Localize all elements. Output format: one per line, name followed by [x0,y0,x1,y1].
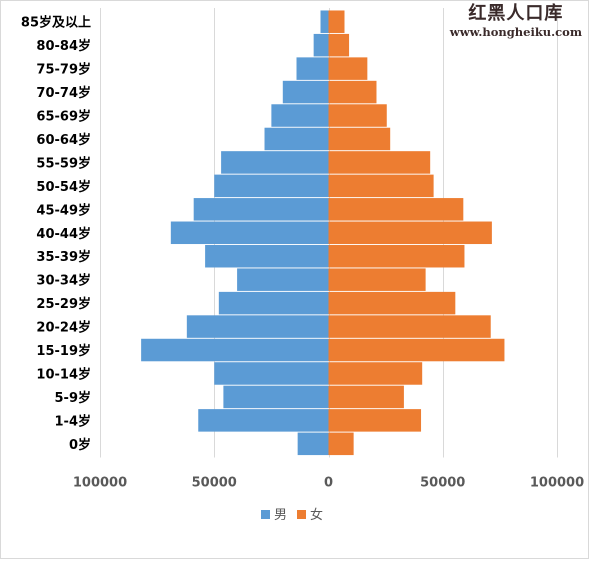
bar-female-8 [328,198,464,221]
bar-male-2 [296,57,329,80]
watermark-logo: 红黑人口库 www.hongheiku.com [450,3,582,39]
bar-male-1 [313,33,329,57]
bar-female-4 [328,104,387,127]
category-label-8: 45-49岁 [36,202,91,218]
bar-male-11 [237,268,329,291]
category-label-18: 0岁 [69,437,91,453]
category-label-16: 5-9岁 [55,390,92,406]
bar-male-5 [264,127,329,151]
bar-male-4 [271,104,329,127]
category-label-2: 75-79岁 [36,62,91,78]
bar-female-15 [328,362,423,385]
category-label-14: 15-19岁 [36,343,91,359]
x-tick-label-4: 100000 [530,476,584,491]
category-labels: 85岁及以上 80-84岁 75-79岁 70-74岁 65-69岁 60-64岁 55-5… [21,15,91,453]
category-label-4: 65-69岁 [36,109,91,125]
bar-female-9 [328,221,492,245]
bar-male-9 [170,221,329,245]
bar-female-0 [328,10,345,33]
category-label-10: 35-39岁 [36,249,91,265]
bar-female-16 [328,385,404,409]
category-label-1: 80-84岁 [36,38,91,54]
bar-male-7 [214,174,329,198]
bar-male-6 [221,151,329,174]
x-tick-labels: 100000 50000 0 50000 100000 [73,476,584,491]
bar-female-5 [328,127,391,151]
category-label-3: 70-74岁 [36,85,91,101]
bars [141,10,505,456]
bar-male-18 [297,432,329,456]
category-label-7: 50-54岁 [36,179,91,195]
watermark-url: www.hongheiku.com [449,25,582,39]
bar-male-15 [214,362,329,385]
category-label-5: 60-64岁 [36,132,91,148]
bar-male-13 [186,315,329,338]
bar-male-17 [198,409,329,432]
category-label-12: 25-29岁 [36,296,91,312]
legend: 男女 [261,507,323,523]
category-label-9: 40-44岁 [36,226,91,242]
bar-female-18 [328,432,354,456]
category-label-11: 30-34岁 [36,273,91,289]
x-tick-label-2: 0 [324,476,333,491]
bar-male-3 [282,80,329,104]
bar-male-0 [320,10,329,33]
bar-male-8 [193,198,329,221]
bar-female-13 [328,315,491,338]
bar-female-3 [328,80,377,104]
bar-female-7 [328,174,434,198]
legend-label-1: 女 [310,507,323,523]
bar-female-2 [328,57,368,80]
bar-female-12 [328,291,456,315]
bar-male-14 [141,338,329,362]
x-tick-label-1: 50000 [192,476,237,491]
category-label-13: 20-24岁 [36,320,91,336]
category-label-17: 1-4岁 [55,413,92,429]
bar-male-10 [205,244,329,268]
bar-female-11 [328,268,426,291]
x-tick-label-3: 50000 [420,476,465,491]
watermark-name: 红黑人口库 [468,3,564,24]
category-label-0: 85岁及以上 [21,15,91,31]
legend-swatch-0 [261,510,270,519]
bar-female-6 [328,151,431,174]
legend-swatch-1 [297,510,306,519]
bar-female-14 [328,338,505,362]
category-label-15: 10-14岁 [36,366,91,382]
bar-male-16 [223,385,329,409]
bar-female-1 [328,33,350,57]
x-tick-label-0: 100000 [73,476,127,491]
bar-female-17 [328,409,422,432]
category-label-6: 55-59岁 [36,155,91,171]
bar-female-10 [328,244,465,268]
legend-label-0: 男 [274,508,287,523]
bar-male-12 [218,291,329,315]
